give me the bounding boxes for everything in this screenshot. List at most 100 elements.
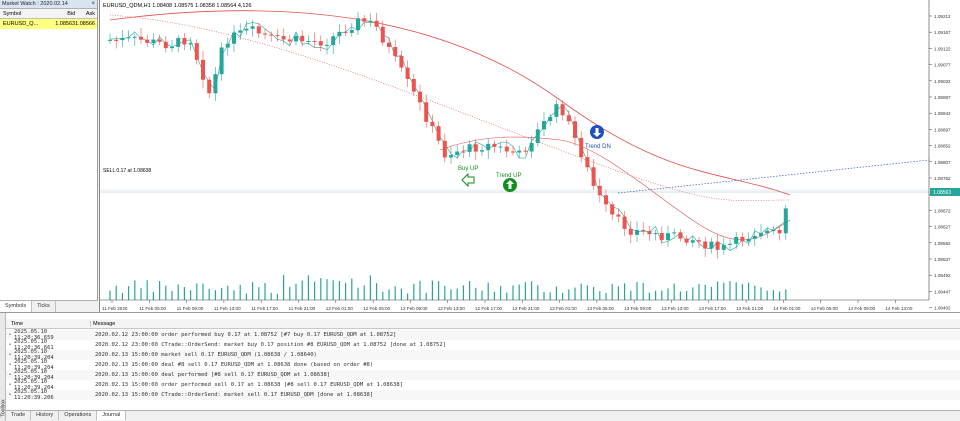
- price-axis[interactable]: [929, 0, 960, 312]
- volume-bar: [512, 285, 514, 300]
- candle-body: [771, 230, 776, 232]
- journal-row[interactable]: • 2025.05.10 11:20:36.659 2020.02.12 23:00…: [6, 329, 960, 341]
- candle-body: [759, 233, 763, 236]
- chart-header: EURUSD_QDM,H1 1.08408 1.08575 1.08358 1.…: [103, 3, 252, 9]
- volume-bar: [320, 278, 322, 300]
- price-chart[interactable]: EURUSD_QDM,H1 1.08408 1.08575 1.08358 1.…: [99, 0, 960, 312]
- row-time: 2025.05.10 11:20:36.661: [14, 339, 54, 351]
- volume-bar: [636, 281, 638, 300]
- time-axis-labels: 11 Feb 2020 11 Feb 05:00 11 Feb 09:00 11 Fe…: [102, 300, 913, 311]
- row-time: 2025.05.10 11:20:39.204: [14, 349, 54, 361]
- volume-bar: [214, 290, 216, 300]
- volume-bar: [115, 285, 117, 300]
- chart-canvas[interactable]: EURUSD_QDM,H1 1.08408 1.08575 1.08358 1.…: [100, 0, 960, 312]
- candle-body: [238, 30, 243, 33]
- ask-column-header[interactable]: Ask: [85, 10, 95, 17]
- time-column-header[interactable]: Time: [6, 320, 91, 327]
- volume-bar: [438, 281, 440, 300]
- symbol-column-header[interactable]: Symbol: [3, 10, 22, 17]
- price-tick-label: 1.09077: [934, 63, 951, 68]
- price-tick-label: 1.08582: [934, 241, 951, 246]
- volume-bars: [109, 274, 787, 300]
- buy-up-label: Buy UP: [458, 166, 478, 172]
- journal-row[interactable]: • 2025.05.10 11:20:39.204 2020.02.13 15:00…: [6, 349, 960, 361]
- time-tick-label: 11 Feb 05:00: [139, 306, 166, 311]
- candle-body: [170, 46, 174, 49]
- market-watch-title: Market Watch : 2020.02.14: [0, 0, 97, 9]
- tab-trade[interactable]: Trade: [6, 411, 32, 420]
- volume-bar: [177, 284, 179, 300]
- volume-bar: [165, 285, 167, 300]
- volume-bar: [413, 283, 415, 300]
- candle-body: [163, 41, 168, 49]
- message-column-header[interactable]: Message: [93, 320, 116, 327]
- volume-bar: [611, 283, 613, 300]
- trend-dn-label: Trend DN: [585, 144, 611, 150]
- price-tick-label: 1.08627: [934, 225, 951, 230]
- candle-body: [628, 228, 633, 235]
- symbol-row[interactable]: EURUSD_Q... 1.08563 1.08566: [0, 19, 97, 29]
- candle-body: [436, 126, 441, 141]
- candle-body: [120, 37, 125, 41]
- volume-bar: [314, 281, 316, 300]
- bid-column-header[interactable]: Bid: [67, 10, 76, 17]
- candle-body: [411, 78, 416, 92]
- candle-body: [455, 151, 460, 156]
- row-time: 2025.05.10 11:20:39.206: [14, 389, 54, 401]
- volume-bar: [431, 280, 433, 300]
- volume-bar: [289, 286, 291, 300]
- volume-bar: [394, 286, 396, 300]
- volume-bar: [537, 285, 539, 300]
- candle-body: [393, 47, 398, 56]
- volume-bar: [531, 281, 533, 300]
- volume-bar: [369, 275, 371, 300]
- time-tick-label: 11 Feb 2020: [102, 306, 128, 311]
- candle-body: [182, 38, 187, 45]
- candle-body: [616, 214, 621, 217]
- trend-projection-line: [617, 159, 930, 194]
- volume-bar: [748, 282, 750, 300]
- candle-body: [343, 31, 348, 33]
- tab-journal[interactable]: Journal: [97, 411, 127, 420]
- candle-body: [467, 144, 472, 152]
- candle-body: [188, 43, 193, 45]
- volume-bar: [270, 292, 272, 300]
- candle-body: [306, 40, 311, 42]
- candle-body: [504, 146, 509, 152]
- row-message: 2020.02.13 15:00:00 deal #8 sell 0.17 EU…: [95, 362, 374, 368]
- candle-body: [486, 143, 491, 151]
- volume-bar: [704, 284, 706, 300]
- volume-bar: [754, 285, 756, 300]
- volume-bar: [140, 288, 142, 300]
- info-icon: •: [8, 342, 12, 348]
- price-tick-label: 1.08492: [934, 273, 951, 278]
- journal-row[interactable]: • 2025.05.10 11:20:39.204 2020.02.13 15:00…: [6, 379, 960, 391]
- journal-row[interactable]: • 2025.05.10 11:20:39.206 2020.02.13 15:00…: [6, 389, 960, 401]
- trend-up-label: Trend UP: [496, 173, 521, 179]
- trend-dn-annotation: Trend DN: [585, 125, 611, 150]
- volume-bar: [686, 290, 688, 300]
- row-message: 2020.02.13 15:00:00 deal performed [#8 s…: [95, 372, 331, 378]
- tab-history[interactable]: History: [31, 411, 60, 420]
- journal-row[interactable]: • 2025.05.10 11:20:36.661 2020.02.12 23:00…: [6, 339, 960, 351]
- candle-body: [635, 230, 639, 235]
- time-tick-label: 13 Feb 17:00: [699, 306, 727, 311]
- volume-bar: [661, 290, 663, 300]
- tab-operations[interactable]: Operations: [59, 411, 98, 420]
- journal-row[interactable]: • 2025.05.10 11:20:39.204 2020.02.13 15:00…: [6, 369, 960, 381]
- close-icon[interactable]: ×: [91, 1, 95, 7]
- candle-body: [672, 232, 677, 234]
- volume-bar: [295, 283, 297, 300]
- time-tick-label: 12 Feb 21:00: [512, 306, 540, 311]
- candle-body: [368, 20, 373, 22]
- volume-bar: [233, 290, 235, 300]
- volume-bar: [202, 283, 204, 300]
- tab-ticks[interactable]: Ticks: [32, 301, 56, 312]
- volume-bar: [109, 290, 111, 300]
- journal-row[interactable]: • 2025.05.10 11:20:39.204 2020.02.13 15:00…: [6, 359, 960, 371]
- candle-body: [480, 150, 484, 152]
- tab-symbols[interactable]: Symbols: [0, 301, 33, 312]
- volume-bar: [518, 284, 520, 300]
- volume-bar: [785, 289, 787, 300]
- candle-body: [275, 35, 280, 37]
